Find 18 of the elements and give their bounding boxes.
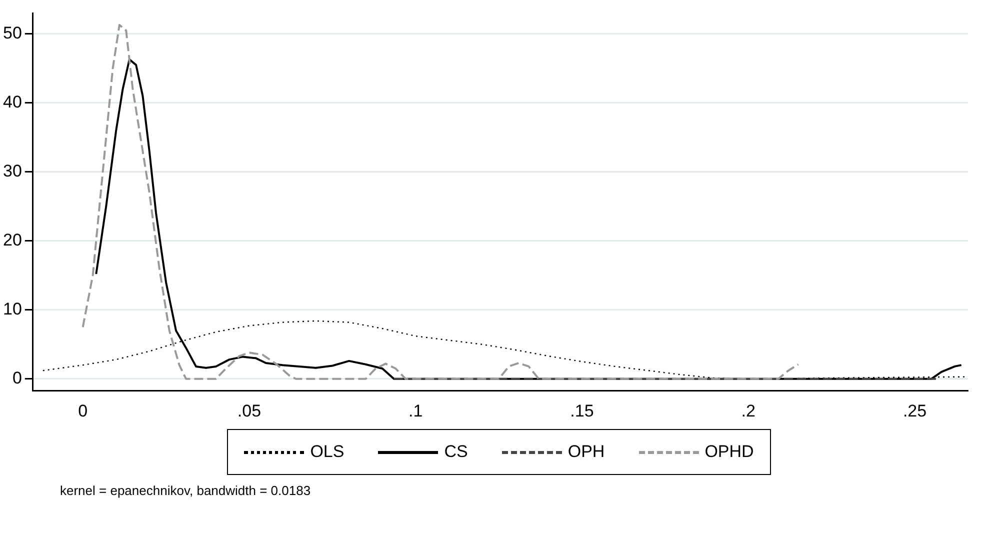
- legend-label: CS: [444, 442, 468, 462]
- x-tick-label: .05: [237, 401, 262, 420]
- x-tick-label: .2: [741, 401, 756, 420]
- legend-label: OLS: [310, 442, 344, 462]
- y-tick-label: 0: [12, 368, 22, 388]
- text: kernel = epanechnikov, bandwidth = 0.0183: [60, 483, 312, 498]
- x-tick-label: .25: [902, 401, 927, 420]
- y-tick-label: 50: [2, 24, 22, 43]
- y-tick-label: 30: [2, 162, 22, 181]
- y-tick-label: 20: [2, 230, 22, 250]
- x-tick-label: .15: [570, 401, 594, 420]
- y-tick-label: 40: [2, 92, 22, 112]
- x-tick-label: 0: [78, 401, 88, 420]
- y-tick-label: 10: [2, 300, 22, 319]
- legend-label: OPH: [568, 442, 605, 462]
- legend-label: OPHD: [704, 442, 754, 462]
- line-series: [82, 24, 800, 380]
- x-tick-label: .1: [408, 401, 423, 420]
